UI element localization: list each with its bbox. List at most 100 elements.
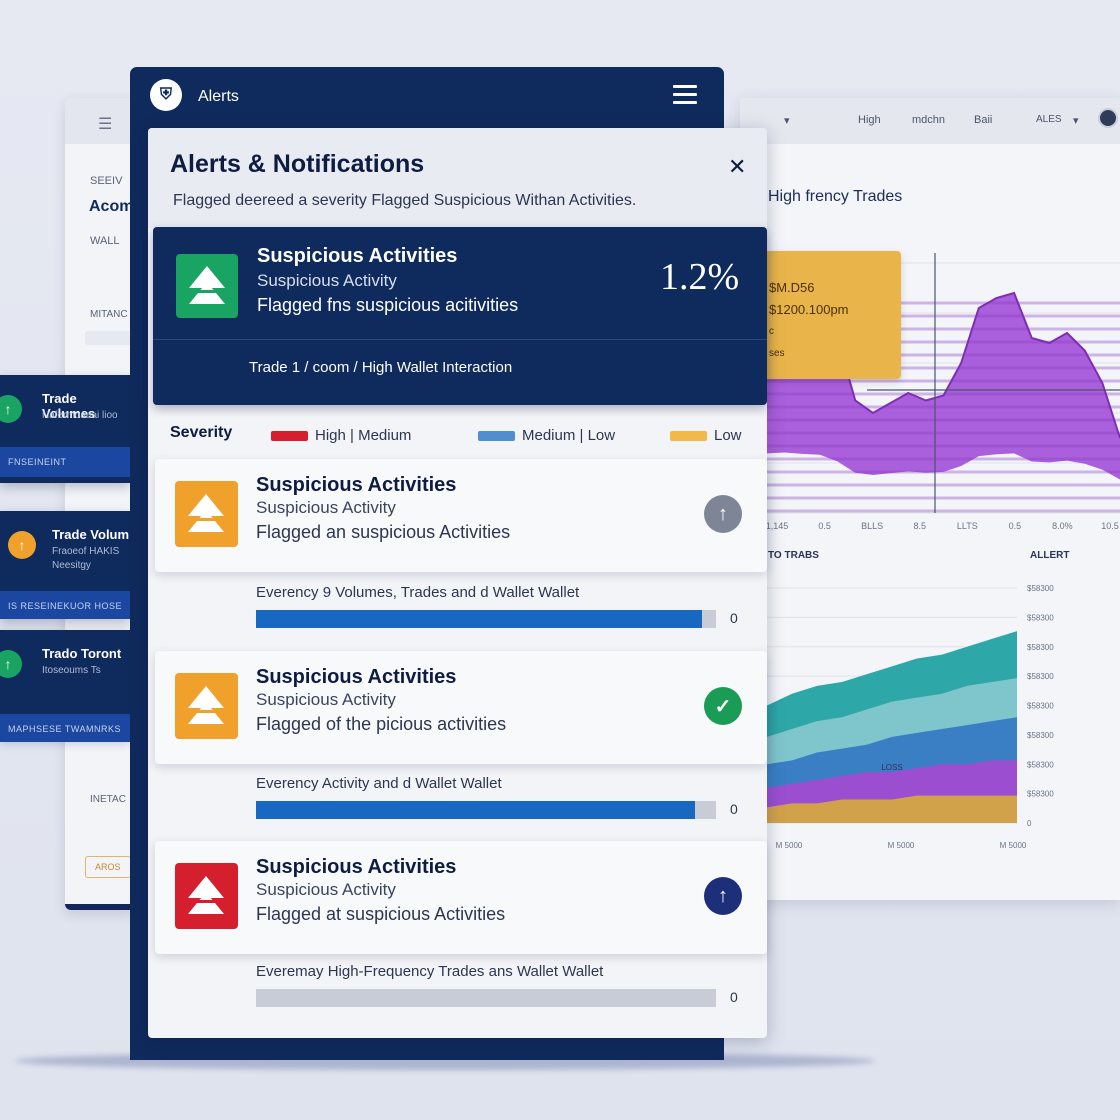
trade-volume-card[interactable]: ↑ Trade Volumes Nafermoaaai lioo FNSEINE… <box>0 375 130 483</box>
legend-label: Low <box>714 427 742 444</box>
arrow-up-circle-icon[interactable]: ↑ <box>704 877 742 915</box>
y-tick-label: $58300 <box>1027 790 1054 799</box>
x-tick-label: LLTS <box>957 521 978 531</box>
up-arrow-icon <box>175 673 238 739</box>
trade-volume-strip: MAPHSESE TWAMNRKS <box>0 714 130 742</box>
y-tick-label: $58300 <box>1027 643 1054 652</box>
x-tick-label: 1,145 <box>767 521 788 531</box>
app-title: Alerts <box>198 88 239 105</box>
up-arrow-icon: ↑ <box>0 395 22 423</box>
trade-volume-title: Trade Volum <box>52 527 130 542</box>
chevron-down-icon[interactable]: ▾ <box>1073 115 1079 127</box>
legend-swatch <box>670 430 707 441</box>
legend-label: High | Medium <box>315 427 412 444</box>
divider <box>153 339 767 340</box>
card-line: ses <box>769 348 785 359</box>
legend-swatch <box>271 430 308 441</box>
highlight-value-card: $M.D56 $1200.100pm c ses <box>763 251 901 379</box>
legend-swatch <box>478 430 515 441</box>
chart-section-label: TO TRABS <box>768 550 819 561</box>
left-heading: Acom <box>89 198 134 215</box>
chevron-down-icon[interactable]: ▾ <box>784 115 790 127</box>
progress-track <box>256 801 716 819</box>
alert-card[interactable]: Suspicious Activities Suspicious Activit… <box>155 841 767 954</box>
y-tick-label: $58300 <box>1027 760 1054 769</box>
shield-logo-icon: ⛨ <box>150 79 182 111</box>
featured-title: Suspicious Activities <box>257 245 458 267</box>
up-arrow-icon: ↑ <box>0 650 22 678</box>
y-tick-label: $58300 <box>1027 731 1054 740</box>
left-dashboard-topbar <box>65 98 135 144</box>
dialog-title: Alerts & Notifications <box>170 150 425 178</box>
alert-detail: Flagged at suspicious Activities <box>256 904 506 924</box>
y-tick-label: $58300 <box>1027 702 1054 711</box>
x-tick-label: 0.5 <box>818 521 831 531</box>
filter-alerts[interactable]: ALES <box>1036 114 1062 125</box>
filter-medium[interactable]: mdchn <box>912 114 946 126</box>
up-arrow-icon <box>175 863 238 929</box>
alert-title: Suspicious Activities <box>256 474 457 496</box>
x-tick-label: BLLS <box>861 521 883 531</box>
alert-subtitle: Suspicious Activity <box>256 690 396 709</box>
progress-track <box>256 610 716 628</box>
progress-label: Everency Activity and d Wallet Wallet <box>256 775 502 792</box>
alert-subtitle: Suspicious Activity <box>256 498 396 517</box>
arrow-up-circle-icon[interactable]: ↑ <box>704 495 742 533</box>
trade-volume-subtitle: Itoseoums Ts <box>42 665 101 676</box>
x-tick-label: 8.5 <box>913 521 926 531</box>
left-menu-icon[interactable]: ☰ <box>98 116 113 133</box>
x-tick-label: M 5000 <box>1000 841 1027 850</box>
trade-volume-subtitle: Fraoeof HAKIS Neesitgy <box>52 546 120 571</box>
x-tick-label: 8.0% <box>1052 521 1073 531</box>
area-series <box>767 288 1120 480</box>
y-tick-label: 0 <box>1027 819 1032 828</box>
chart-section-label: ALLERT <box>1030 550 1070 561</box>
filter-low[interactable]: Baii <box>974 114 993 126</box>
featured-subtitle: Suspicious Activity <box>257 271 397 290</box>
card-line: $M.D56 <box>769 280 815 295</box>
alert-card[interactable]: Suspicious Activities Suspicious Activit… <box>155 459 767 572</box>
trade-volume-title: Trade Volumes <box>42 391 96 421</box>
alert-subtitle: Suspicious Activity <box>256 880 396 899</box>
progress-row: Everency 9 Volumes, Trades and d Wallet … <box>256 584 738 628</box>
featured-alert-card[interactable]: Suspicious Activities Suspicious Activit… <box>153 227 767 405</box>
filter-high[interactable]: High <box>858 114 881 126</box>
x-tick-label: M 5000 <box>776 841 803 850</box>
avatar[interactable] <box>1098 108 1118 128</box>
card-line: $1200.100pm <box>769 302 849 317</box>
high-frequency-trades-chart: 1,145 0.5 BLLS 8.5 LLTS 0.5 8.0% 10.5 <box>767 253 1120 531</box>
featured-detail: Flagged fns suspicious acitivities <box>257 295 519 315</box>
progress-label: Everency 9 Volumes, Trades and d Wallet … <box>256 584 580 601</box>
alert-title: Suspicious Activities <box>256 666 457 688</box>
legend-high: High | Medium <box>271 427 411 444</box>
alert-detail: Flagged of the picious activities <box>256 714 507 734</box>
y-tick-label: $58300 <box>1027 584 1054 593</box>
progress-fill <box>256 801 696 819</box>
progress-track <box>256 989 716 1007</box>
y-tick-label: $58300 <box>1027 672 1054 681</box>
close-icon[interactable]: ✕ <box>728 154 747 179</box>
area-series <box>767 795 1017 823</box>
alert-card[interactable]: Suspicious Activities Suspicious Activit… <box>155 651 767 764</box>
check-circle-icon[interactable]: ✓ <box>704 687 742 725</box>
alert-detail: Flagged an suspicious Activities <box>256 522 511 542</box>
legend-low: Low <box>670 427 742 444</box>
y-tick-label: $58300 <box>1027 613 1054 622</box>
trade-volume-title: Trado Toront <box>42 646 122 661</box>
trade-volume-card[interactable]: ↑ Trado Toront Itoseoums Ts MAPHSESE TWA… <box>0 630 130 742</box>
progress-count: 0 <box>730 989 738 1005</box>
alerts-notifications-dialog: Alerts & Notifications ✕ Flagged deereed… <box>148 128 767 1038</box>
background-dashboard-right: ▾ High mdchn Baii ALES ▾ High frency Tra… <box>740 98 1120 900</box>
featured-percent: 1.2% <box>660 256 740 298</box>
alert-title: Suspicious Activities <box>256 856 457 878</box>
up-arrow-icon <box>176 254 238 318</box>
area-label: LOSS <box>881 763 902 772</box>
left-action-button[interactable]: AROS <box>85 856 131 878</box>
legend-medium: Medium | Low <box>478 427 615 444</box>
progress-count: 0 <box>730 610 738 626</box>
trade-volume-subtitle: Nafermoaaai lioo <box>42 410 118 421</box>
trade-volume-card[interactable]: ↑ Trade Volum Fraoeof HAKIS Neesitgy IS … <box>0 511 130 619</box>
dialog-header <box>148 128 767 228</box>
progress-fill <box>256 610 703 628</box>
hamburger-menu-icon[interactable] <box>673 85 697 104</box>
